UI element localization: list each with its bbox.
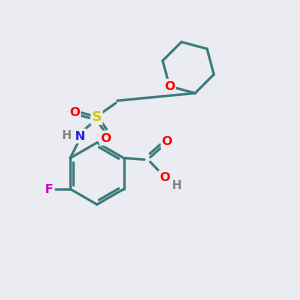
Text: O: O — [159, 171, 170, 184]
Text: H: H — [172, 179, 182, 192]
Text: O: O — [164, 80, 175, 93]
Text: O: O — [162, 135, 172, 148]
Text: O: O — [100, 132, 111, 145]
Text: O: O — [69, 106, 80, 119]
Text: N: N — [75, 130, 86, 142]
Text: H: H — [62, 129, 72, 142]
Text: F: F — [45, 182, 54, 196]
Text: S: S — [92, 110, 102, 124]
